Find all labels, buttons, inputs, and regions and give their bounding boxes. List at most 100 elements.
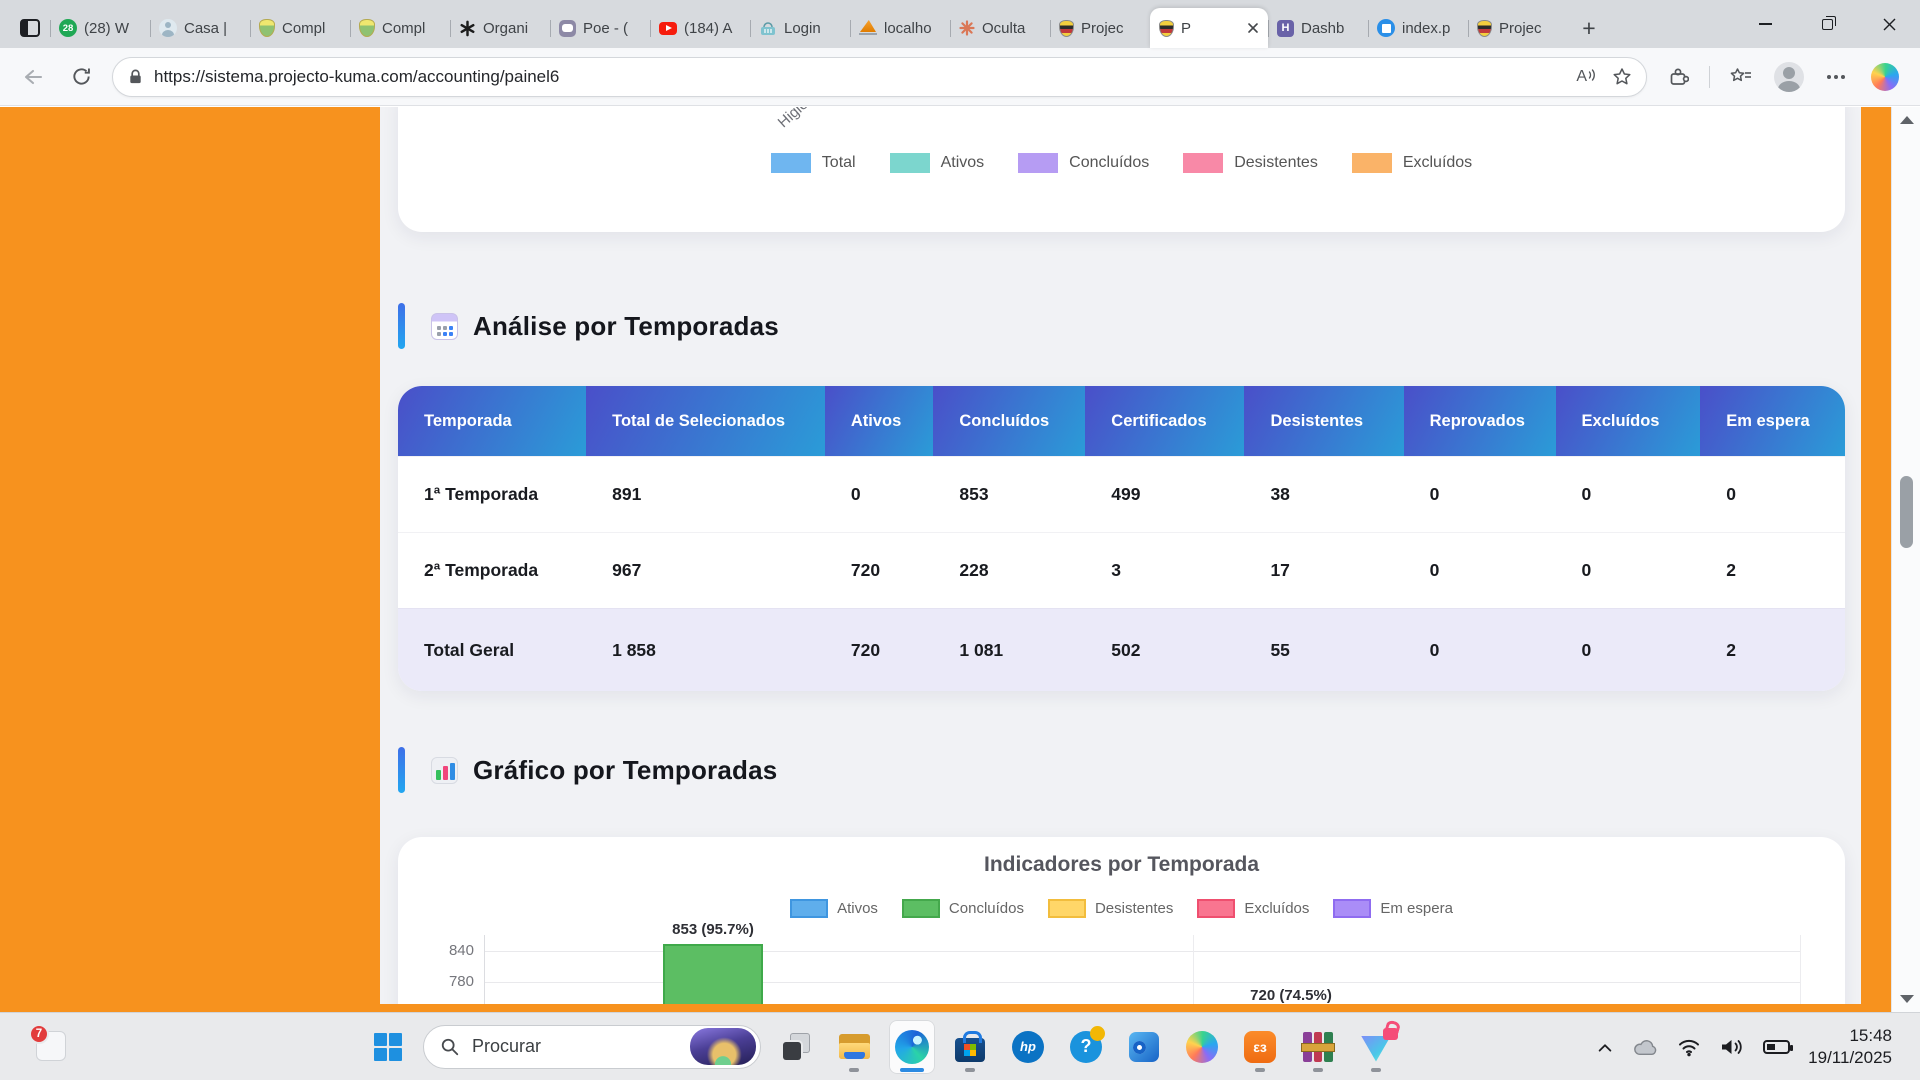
column-header: Certificados (1085, 386, 1245, 456)
legend-item[interactable]: Concluídos (1018, 153, 1149, 173)
taskbar-clock[interactable]: 15:48 19/11/2025 (1808, 1025, 1892, 1069)
tab-login[interactable]: Login (750, 8, 850, 48)
legend-item[interactable]: Em espera (1333, 899, 1453, 918)
tab-index[interactable]: index.p (1368, 8, 1468, 48)
legend-item[interactable]: Ativos (790, 899, 878, 918)
tab-title: (184) A (684, 19, 733, 37)
url-text[interactable]: https://sistema.projecto-kuma.com/accoun… (154, 66, 560, 86)
hp-button[interactable]: hp (1005, 1020, 1051, 1074)
copilot-taskbar-button[interactable] (1179, 1020, 1225, 1074)
wifi-icon[interactable] (1677, 1037, 1701, 1057)
legend-item[interactable]: Excluídos (1351, 153, 1472, 173)
taskbar-notification-icon[interactable]: 7 (29, 1024, 66, 1061)
window-controls (1734, 0, 1920, 48)
tab-youtube[interactable]: (184) A (650, 8, 750, 48)
tab-projecto-2[interactable]: Projec (1468, 8, 1568, 48)
legend-label: Concluídos (948, 900, 1024, 917)
tray-chevron-icon[interactable] (1596, 1040, 1614, 1054)
legend-item[interactable]: Excluídos (1197, 899, 1309, 918)
scrollbar-thumb[interactable] (1900, 476, 1913, 548)
heroku-glyph: H (1281, 22, 1290, 34)
bing-daily-image[interactable] (690, 1028, 756, 1065)
tab-projecto-1[interactable]: Projec (1050, 8, 1150, 48)
refresh-button[interactable] (64, 60, 98, 94)
cell: 2 (1726, 560, 1736, 580)
cell: 0 (1429, 560, 1440, 580)
start-button[interactable] (365, 1020, 411, 1074)
legend-label: Desistentes (1234, 154, 1318, 171)
tab-close-icon[interactable] (1247, 22, 1259, 34)
bar-concluidos-temporada1[interactable] (663, 944, 763, 1004)
xampp-icon: εз (1244, 1030, 1276, 1063)
address-bar[interactable]: https://sistema.projecto-kuma.com/accoun… (112, 56, 1647, 97)
tab-whatsapp[interactable]: 28 (28) W (50, 8, 150, 48)
tab-claude[interactable]: Oculta (950, 8, 1050, 48)
task-view-button[interactable] (773, 1020, 819, 1074)
tab-heroku[interactable]: H Dashb (1268, 8, 1368, 48)
browser-toolbar: https://sistema.projecto-kuma.com/accoun… (0, 48, 1920, 106)
y-axis-line (484, 935, 485, 1004)
whatsapp-badge: 28 (62, 22, 74, 34)
get-help-button[interactable]: ? (1063, 1020, 1109, 1074)
poe-icon (559, 19, 576, 37)
tab-poe[interactable]: Poe - ( (550, 8, 650, 48)
tab-active-painel[interactable]: P (1150, 8, 1268, 48)
gridline (484, 951, 1801, 952)
legend-swatch (901, 899, 940, 918)
taskbar-center: Procurar hp ? (365, 1013, 1399, 1080)
vpn-button[interactable] (1353, 1020, 1399, 1074)
running-indicator (1371, 1067, 1381, 1072)
copilot-icon (1871, 62, 1899, 91)
tab-actions-button[interactable] (10, 8, 50, 48)
back-button[interactable] (16, 60, 50, 94)
tab-chatgpt[interactable]: Organi (450, 8, 550, 48)
edge-button[interactable] (889, 1019, 935, 1074)
new-tab-button[interactable]: + (1582, 14, 1596, 41)
clock-date: 19/11/2025 (1808, 1047, 1892, 1067)
tab-comp-2[interactable]: Compl (350, 8, 450, 48)
column-header: Ativos (824, 386, 934, 456)
cell: Total Geral (424, 639, 515, 660)
close-button[interactable] (1858, 0, 1920, 48)
outlook-button[interactable] (1121, 1020, 1167, 1074)
tab-casa[interactable]: Casa | (150, 8, 250, 48)
legend-item[interactable]: Ativos (889, 153, 984, 173)
legend-label: Em espera (1380, 900, 1453, 917)
minimize-button[interactable] (1734, 0, 1796, 48)
favorite-star-button[interactable] (1612, 67, 1632, 87)
restore-button[interactable] (1796, 0, 1858, 48)
settings-menu-button[interactable] (1820, 60, 1854, 94)
read-aloud-button[interactable]: A (1576, 68, 1596, 86)
tab-title: Login (784, 19, 821, 37)
task-view-icon (782, 1033, 810, 1060)
scroll-down-arrow[interactable] (1900, 995, 1914, 1003)
taskbar-search[interactable]: Procurar (423, 1024, 761, 1069)
cell: 38 (1270, 484, 1290, 504)
vertical-scrollbar[interactable] (1891, 107, 1920, 1012)
winrar-button[interactable] (1295, 1020, 1341, 1074)
favorites-button[interactable] (1724, 60, 1758, 94)
legend-item[interactable]: Desistentes (1183, 153, 1318, 173)
legend-swatch (1047, 899, 1086, 918)
legend-item[interactable]: Desistentes (1047, 899, 1173, 918)
onedrive-icon[interactable] (1632, 1037, 1659, 1056)
extensions-button[interactable] (1661, 60, 1695, 94)
profile-button[interactable] (1772, 60, 1806, 94)
copilot-button[interactable] (1868, 60, 1902, 94)
tab-phpmyadmin[interactable]: localho (850, 8, 950, 48)
legend-item[interactable]: Concluídos (901, 899, 1024, 918)
ellipsis-icon (1827, 74, 1847, 79)
whatsapp-icon: 28 (59, 19, 77, 37)
scroll-up-arrow[interactable] (1900, 116, 1914, 124)
tab-comp-1[interactable]: Compl (250, 8, 350, 48)
xampp-button[interactable]: εз (1237, 1020, 1283, 1074)
file-explorer-button[interactable] (831, 1020, 877, 1074)
favorites-list-icon (1730, 67, 1751, 81)
volume-icon[interactable] (1719, 1037, 1745, 1057)
battery-icon[interactable] (1763, 1039, 1794, 1054)
microsoft-store-button[interactable] (947, 1020, 993, 1074)
cell: 228 (959, 560, 989, 580)
legend-swatch (1018, 153, 1059, 173)
legend-label: Total (821, 154, 856, 171)
legend-item[interactable]: Total (770, 153, 856, 173)
